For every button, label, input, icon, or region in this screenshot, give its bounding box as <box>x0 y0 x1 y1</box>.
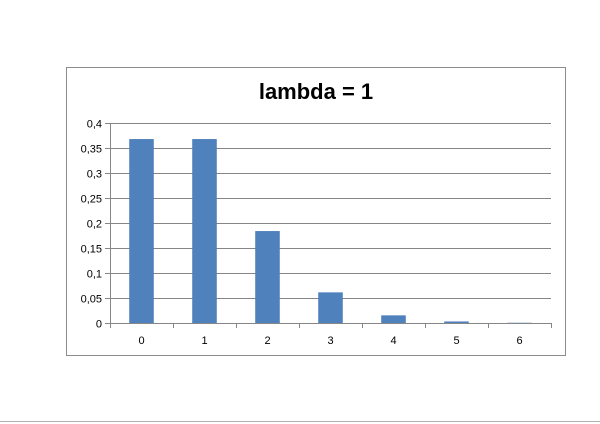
y-tick-label: 0,1 <box>87 269 102 281</box>
y-tick-label: 0,3 <box>87 169 102 181</box>
x-tick-label: 4 <box>390 335 396 347</box>
x-tick-label: 1 <box>201 335 207 347</box>
x-tick-label: 3 <box>327 335 333 347</box>
y-tick-label: 0,25 <box>81 194 102 206</box>
bar-2 <box>255 231 280 323</box>
y-tick-label: 0,4 <box>87 119 102 131</box>
plot-area: 0 0,05 0,1 0,15 0,2 0,25 0,3 0,35 0,4 0 1 2 3 4 5 6 <box>81 119 552 347</box>
x-tick-label: 2 <box>264 335 270 347</box>
y-tick-label: 0,05 <box>81 294 102 306</box>
chart-title: lambda = 1 <box>258 79 374 104</box>
chart-frame: lambda = 1 0 0,05 0,1 0,15 0,2 0,25 0,3 0,35 0,4… <box>66 67 566 356</box>
bar-3 <box>318 292 343 323</box>
page-divider <box>0 421 600 422</box>
bar-1 <box>192 139 217 323</box>
y-tick-label: 0,2 <box>87 219 102 231</box>
y-tick-label: 0,15 <box>81 244 102 256</box>
x-tick-label: 5 <box>453 335 459 347</box>
bar-4 <box>381 315 406 323</box>
bar-5 <box>444 321 469 323</box>
bar-0 <box>129 139 154 323</box>
x-tick-label: 6 <box>516 335 522 347</box>
y-tick-label: 0 <box>96 319 102 331</box>
y-tick-label: 0,35 <box>81 144 102 156</box>
x-tick-label: 0 <box>138 335 144 347</box>
